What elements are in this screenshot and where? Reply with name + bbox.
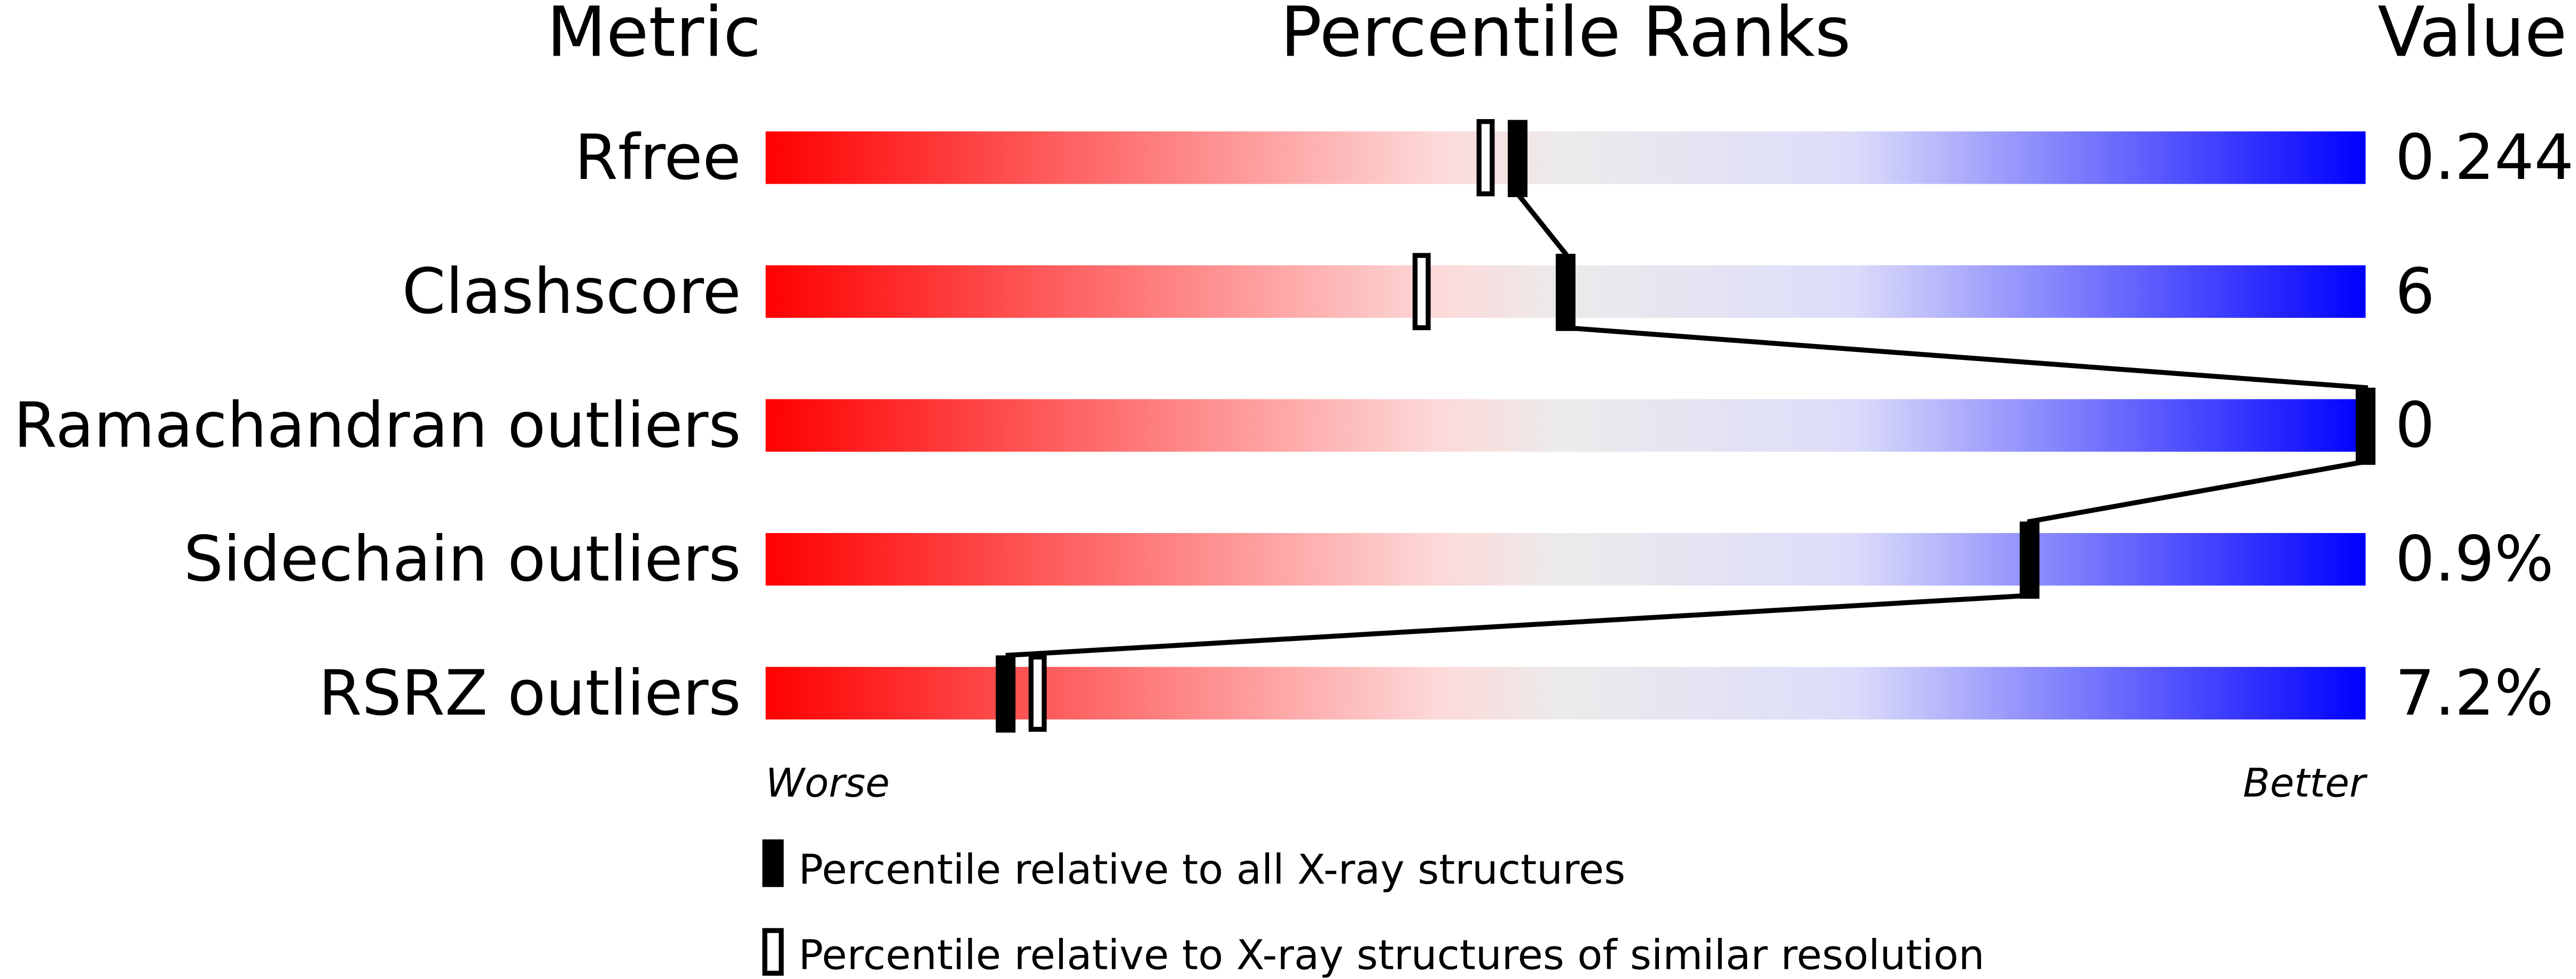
marker-all-structures [2019, 521, 2040, 599]
marker-similar-resolution [1476, 119, 1495, 197]
legend-label-similar: Percentile relative to X-ray structures … [798, 932, 1985, 979]
metric-value: 0 [2395, 389, 2434, 462]
header-percentile-ranks: Percentile Ranks [1280, 0, 1851, 73]
metric-label: Ramachandran outliers [13, 389, 741, 462]
header-metric: Metric [547, 0, 762, 73]
legend-marker-filled [762, 839, 784, 887]
marker-similar-resolution [1028, 654, 1047, 732]
metric-label: Clashscore [402, 255, 741, 328]
percentile-bar [765, 533, 2366, 586]
axis-label-worse: Worse [765, 761, 889, 806]
marker-all-structures [2355, 387, 2376, 465]
metric-value: 0.244 [2395, 121, 2574, 194]
metric-label: RSRZ outliers [318, 657, 741, 730]
marker-all-structures [1555, 254, 1576, 331]
metric-value: 6 [2395, 255, 2434, 328]
metric-value: 7.2% [2395, 657, 2554, 730]
header-value: Value [2378, 0, 2567, 73]
legend-marker-open [762, 928, 784, 976]
percentile-bar [765, 131, 2366, 184]
metric-label: Rfree [575, 121, 741, 194]
axis-label-better: Better [2243, 761, 2368, 806]
marker-all-structures [1507, 120, 1528, 198]
marker-similar-resolution [1412, 253, 1431, 331]
metric-value: 0.9% [2395, 523, 2554, 596]
percentile-bar [765, 399, 2366, 452]
legend-label-all: Percentile relative to all X-ray structu… [798, 847, 1625, 894]
metric-label: Sidechain outliers [184, 523, 741, 596]
marker-all-structures [996, 655, 1016, 733]
